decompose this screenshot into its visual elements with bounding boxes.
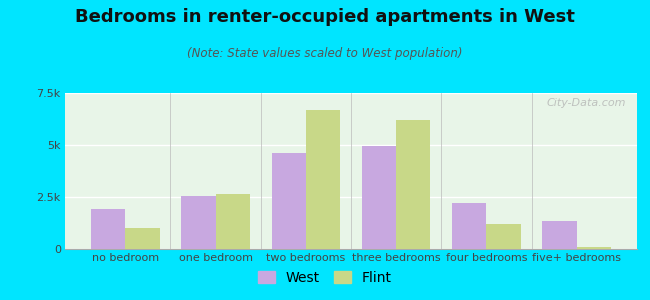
Bar [125, 228, 160, 249]
Bar [396, 120, 430, 249]
Bar [91, 209, 125, 249]
Legend: West, Flint: West, Flint [253, 265, 397, 290]
Bar [306, 110, 340, 249]
Bar [181, 196, 216, 249]
Text: City-Data.com: City-Data.com [546, 98, 625, 108]
Bar [577, 247, 611, 249]
Bar [272, 153, 306, 249]
Bar [542, 221, 577, 249]
Text: (Note: State values scaled to West population): (Note: State values scaled to West popul… [187, 46, 463, 59]
Bar [216, 194, 250, 249]
Text: Bedrooms in renter-occupied apartments in West: Bedrooms in renter-occupied apartments i… [75, 8, 575, 26]
Bar [452, 203, 486, 249]
Bar [362, 146, 396, 249]
Bar [486, 224, 521, 249]
